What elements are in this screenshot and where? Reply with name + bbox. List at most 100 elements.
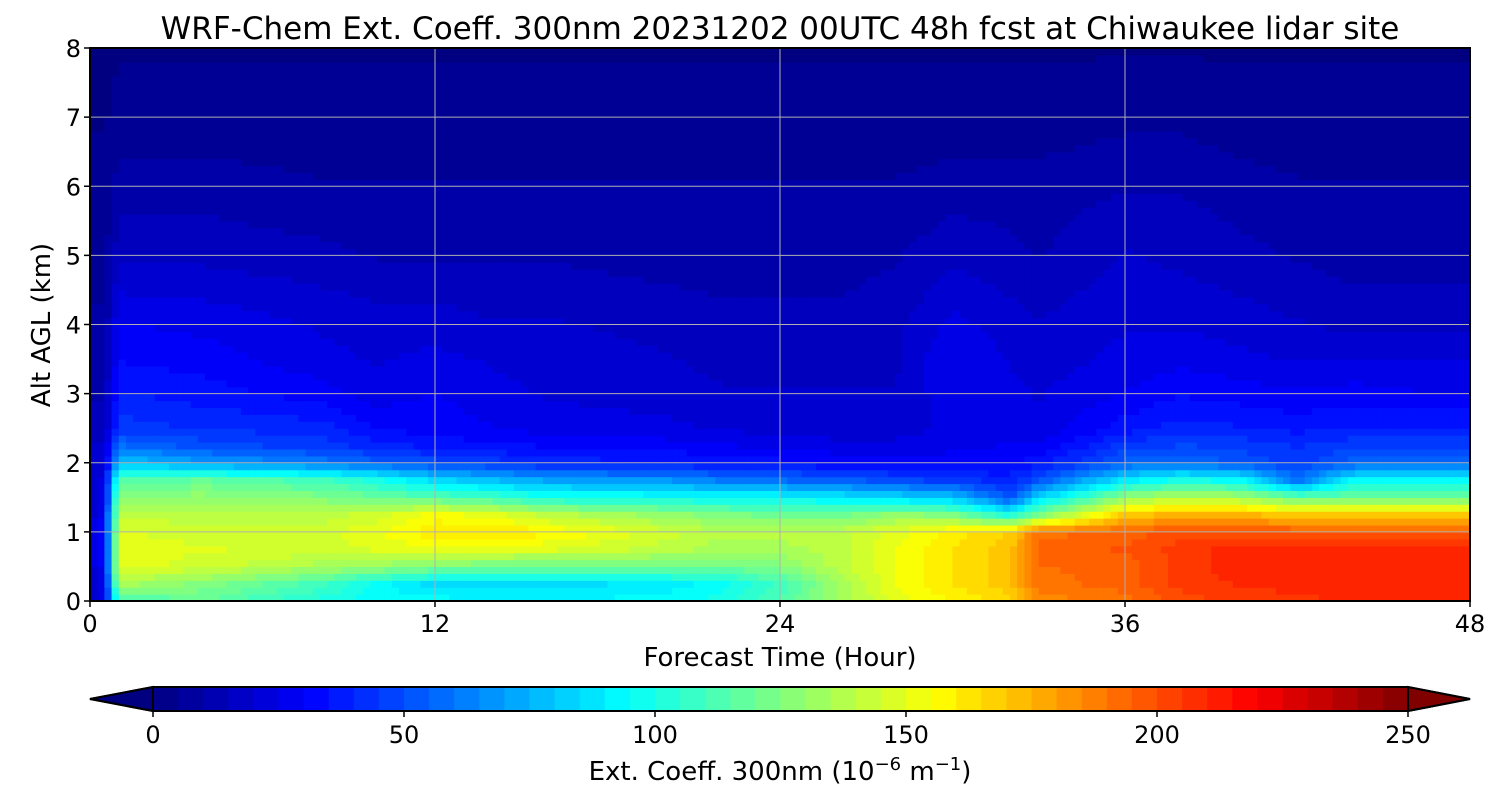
- heat-cell: [442, 594, 450, 602]
- heat-cell: [859, 587, 867, 595]
- heat-cell: [715, 538, 724, 547]
- heat-cell: [1304, 476, 1313, 485]
- heat-cell: [456, 566, 465, 574]
- heat-cell: [585, 552, 594, 561]
- heat-cell: [715, 469, 724, 478]
- heat-cell: [1462, 469, 1471, 478]
- heat-cell: [1053, 469, 1061, 478]
- heat-cell: [1125, 476, 1133, 485]
- heat-cell: [1355, 573, 1363, 581]
- heat-cell: [923, 524, 932, 533]
- heat-cell: [1153, 531, 1162, 540]
- heat-cell: [686, 476, 695, 485]
- heat-cell: [1204, 497, 1212, 505]
- heat-cell: [521, 497, 530, 505]
- heat-cell: [1347, 531, 1356, 540]
- heat-cell: [708, 504, 716, 512]
- heat-cell: [449, 504, 458, 512]
- heat-cell: [1261, 524, 1270, 533]
- heat-cell: [1175, 552, 1184, 561]
- heat-cell: [974, 442, 982, 450]
- heat-cell: [1326, 573, 1335, 581]
- heat-cell: [1261, 573, 1270, 581]
- heat-cell: [377, 497, 386, 505]
- heat-cell: [1240, 559, 1248, 568]
- heat-cell: [1074, 518, 1083, 526]
- heat-cell: [269, 518, 278, 526]
- heat-cell: [1074, 524, 1083, 533]
- heat-cell: [104, 594, 113, 602]
- heat-cell: [859, 421, 867, 429]
- heat-cell: [902, 483, 910, 491]
- heat-cell: [449, 455, 458, 464]
- heat-cell: [384, 497, 393, 505]
- heat-cell: [1024, 469, 1033, 478]
- heat-cell: [959, 573, 968, 581]
- heat-cell: [1175, 462, 1184, 471]
- heat-cell: [966, 497, 975, 505]
- heat-cell: [399, 511, 407, 519]
- heat-cell: [456, 448, 465, 457]
- heat-cell: [765, 511, 774, 519]
- heat-cell: [205, 587, 213, 595]
- heat-cell: [1081, 483, 1090, 491]
- heat-cell: [1103, 573, 1112, 581]
- heat-cell: [801, 504, 810, 512]
- heat-cell: [866, 573, 875, 581]
- heat-cell: [629, 587, 637, 595]
- heat-cell: [866, 455, 875, 464]
- heat-cell: [341, 421, 350, 429]
- heat-cell: [312, 518, 321, 526]
- heat-cell: [1448, 490, 1457, 498]
- heat-cell: [212, 421, 220, 429]
- heat-cell: [327, 435, 335, 443]
- heat-cell: [413, 455, 422, 464]
- heat-cell: [593, 428, 601, 436]
- heat-cell: [1383, 455, 1392, 464]
- heat-cell: [528, 421, 537, 429]
- heat-cell: [161, 490, 170, 498]
- heat-cell: [528, 538, 537, 547]
- heat-cell: [780, 538, 788, 547]
- heat-cell: [384, 580, 393, 588]
- heat-cell: [262, 462, 271, 471]
- heat-cell: [1376, 524, 1385, 533]
- heat-cell: [665, 552, 673, 561]
- heat-cell: [1189, 490, 1198, 498]
- heat-cell: [650, 559, 659, 568]
- heat-cell: [1311, 462, 1320, 471]
- heat-cell: [1010, 421, 1018, 429]
- heat-cell: [938, 573, 946, 581]
- heat-cell: [607, 421, 616, 429]
- heat-cell: [916, 455, 925, 464]
- heat-cell: [118, 552, 127, 561]
- heat-cell: [1204, 573, 1212, 581]
- heat-cell: [557, 518, 565, 526]
- heat-cell: [1160, 483, 1169, 491]
- heat-cell: [492, 442, 501, 450]
- heat-cell: [226, 545, 235, 554]
- heat-cell: [1189, 428, 1198, 436]
- heat-cell: [1283, 531, 1291, 540]
- heat-cell: [765, 531, 774, 540]
- heat-cell: [1268, 504, 1277, 512]
- heat-cell: [1275, 594, 1284, 602]
- heat-cell: [1405, 462, 1414, 471]
- heat-cell: [657, 504, 666, 512]
- heat-cell: [981, 428, 990, 436]
- heat-cell: [470, 448, 479, 457]
- heat-cell: [974, 559, 982, 568]
- heat-cell: [140, 524, 149, 533]
- heat-cell: [564, 448, 573, 457]
- heat-cell: [672, 497, 680, 505]
- heat-cell: [514, 428, 522, 436]
- heat-cell: [988, 566, 997, 574]
- heat-cell: [348, 442, 357, 450]
- heat-cell: [758, 448, 767, 457]
- heat-cell: [521, 552, 530, 561]
- heat-cell: [1297, 435, 1306, 443]
- heat-cell: [1110, 469, 1119, 478]
- heat-cell: [808, 594, 817, 602]
- heat-cell: [140, 518, 149, 526]
- heat-cell: [988, 483, 997, 491]
